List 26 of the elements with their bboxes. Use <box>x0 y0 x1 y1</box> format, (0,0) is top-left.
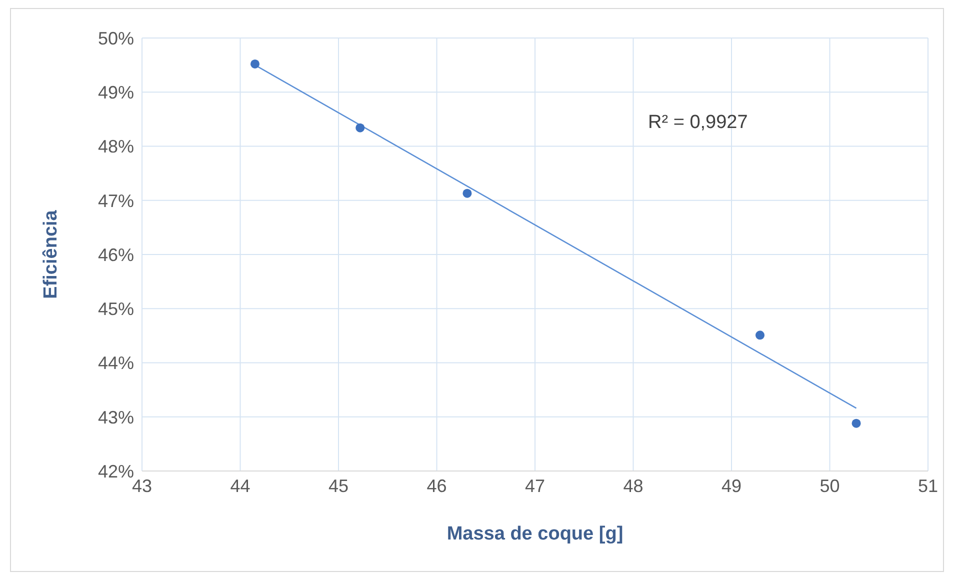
x-tick-label: 44 <box>230 476 250 496</box>
y-tick-label: 47% <box>98 190 134 211</box>
point <box>356 123 365 132</box>
y-tick-label: 46% <box>98 244 134 265</box>
point <box>852 418 861 428</box>
y-tick-label: 44% <box>98 353 134 374</box>
x-tick-label: 47 <box>524 476 546 496</box>
x-tick-label: 49 <box>721 476 742 496</box>
point <box>755 330 765 340</box>
point <box>462 188 472 198</box>
y-tick-label: 43% <box>98 407 134 428</box>
x-tick-label: 50 <box>820 476 840 496</box>
point <box>250 59 260 68</box>
y-axis-title: Eficiência <box>40 210 62 299</box>
x-tick-label: 43 <box>132 476 152 496</box>
x-tick-label: 45 <box>328 476 349 496</box>
annotation: R² = 0,9927 <box>648 112 748 134</box>
x-axis-title: Massa de coque [g] <box>446 523 624 544</box>
x-tick-label: 46 <box>426 476 447 496</box>
y-tick-label: 48% <box>98 136 134 157</box>
y-tick-label: 42% <box>98 461 134 482</box>
x-tick-label: 51 <box>918 476 938 496</box>
y-tick-label: 45% <box>98 299 134 320</box>
y-tick-label: 50% <box>98 28 134 48</box>
x-tick-label: 48 <box>623 476 644 496</box>
y-tick-label: 49% <box>98 82 134 103</box>
